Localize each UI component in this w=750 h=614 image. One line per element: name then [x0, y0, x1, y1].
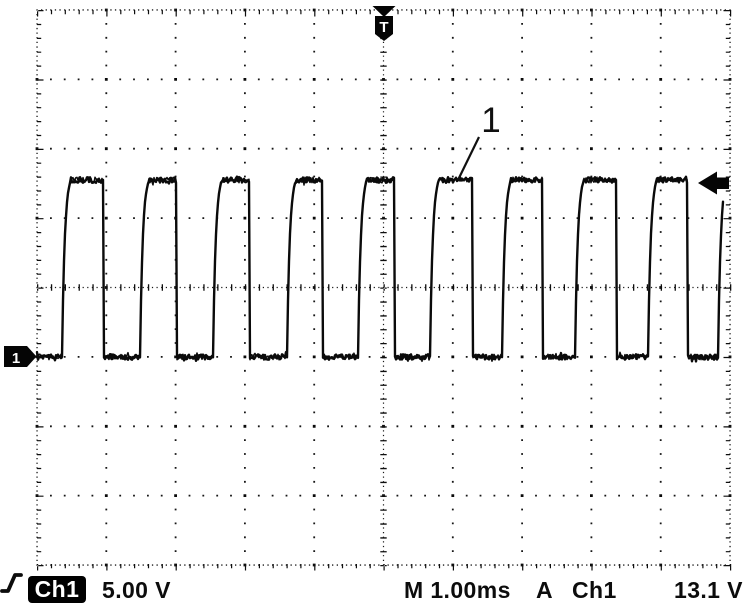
rising-edge-icon — [0, 573, 23, 593]
graticule-grid — [35, 8, 732, 571]
trigger-level-arrow-shape — [698, 171, 729, 195]
vertical-scale-readout: 5.00 V — [102, 577, 171, 603]
trigger-level-readout: 13.1 V — [674, 577, 743, 603]
trigger-position-arrow-icon — [372, 6, 396, 17]
trigger-mode-readout: A — [536, 577, 554, 603]
trigger-level-arrow-icon — [698, 171, 729, 195]
trigger-position-marker: T — [372, 6, 396, 41]
grid-axis-ticks — [37, 10, 732, 571]
ch1-ground-marker: 1 — [4, 346, 37, 367]
callout-number-label: 1 — [481, 101, 500, 140]
channel-1-badge: Ch1 — [28, 576, 86, 603]
trigger-marker-label: T — [379, 19, 388, 36]
trigger-t-shield-icon — [375, 16, 393, 41]
ch1-ground-arrow-icon — [4, 346, 37, 367]
waveform-callout: 1 — [457, 101, 501, 181]
waveform-path-inner — [36, 176, 724, 363]
trigger-source-readout: Ch1 — [572, 577, 617, 603]
timebase-readout: M 1.00ms — [404, 577, 511, 603]
readout-bar: Ch1 5.00 V M 1.00ms A Ch1 13.1 V — [0, 570, 750, 614]
ch1-ground-marker-label: 1 — [12, 350, 20, 367]
ch1-waveform-trace — [35, 175, 725, 363]
callout-leader-line — [457, 136, 480, 181]
